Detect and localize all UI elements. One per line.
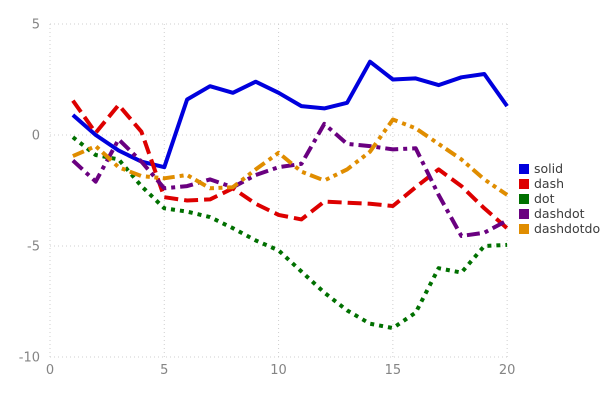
- x-tick-label-15: 15: [385, 363, 402, 378]
- y-tick-label--5: -5: [27, 240, 40, 255]
- series-dot-line: [71, 135, 508, 331]
- y-tick-label-5: 5: [32, 18, 40, 33]
- legend: solid dash dot dashdot dashdotdot: [519, 161, 600, 236]
- legend-item-dot: dot: [519, 191, 600, 206]
- series-dashdotdot-line: [72, 117, 509, 197]
- y-tick-label-0: 0: [32, 129, 40, 144]
- x-tick-label-0: 0: [46, 363, 54, 378]
- x-tick-label-20: 20: [499, 363, 516, 378]
- series-dash-line: [71, 99, 509, 230]
- legend-swatch-dot: [519, 193, 529, 204]
- legend-item-solid: solid: [519, 161, 600, 176]
- legend-swatch-solid: [519, 163, 529, 174]
- legend-label-solid: solid: [534, 161, 564, 176]
- legend-label-dash: dash: [534, 176, 565, 191]
- legend-label-dashdotdot: dashdotdot: [534, 221, 600, 236]
- x-tick-label-10: 10: [270, 363, 287, 378]
- legend-item-dashdot: dashdot: [519, 206, 600, 221]
- legend-item-dashdotdot: dashdotdot: [519, 221, 600, 236]
- legend-item-dash: dash: [519, 176, 600, 191]
- legend-swatch-dash: [519, 178, 529, 189]
- legend-swatch-dashdotdot: [519, 223, 529, 234]
- legend-label-dot: dot: [534, 191, 555, 206]
- y-tick-label--10: -10: [19, 351, 40, 366]
- series-dashdot-line: [71, 121, 509, 238]
- x-tick-label-5: 5: [160, 363, 168, 378]
- legend-swatch-dashdot: [519, 208, 529, 219]
- series-solid-line: [71, 59, 509, 170]
- legend-label-dashdot: dashdot: [534, 206, 585, 221]
